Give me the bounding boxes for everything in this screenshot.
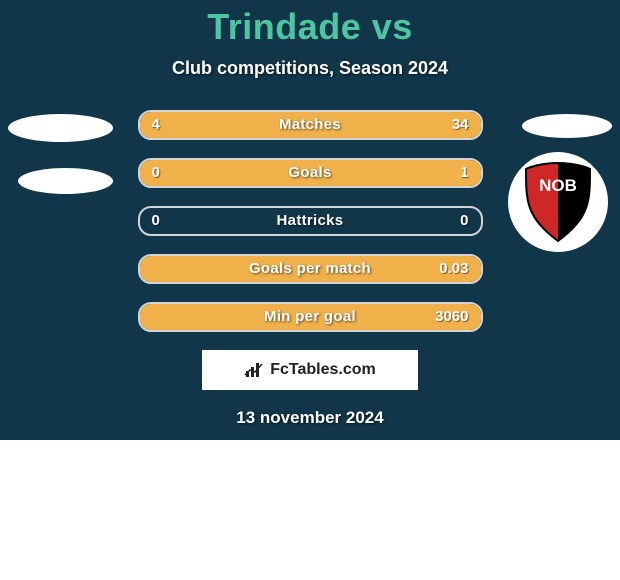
page-title: Trindade vs	[0, 0, 620, 48]
stat-label: Min per goal	[140, 304, 481, 330]
stats-container: 434Matches 01Goals 00Hattricks 0.03Goals pe…	[0, 110, 620, 428]
comparison-panel: Trindade vs Club competitions, Season 20…	[0, 0, 620, 440]
stat-label: Goals	[140, 160, 481, 186]
stat-row: 3060Min per goal	[138, 302, 483, 332]
page-subtitle: Club competitions, Season 2024	[0, 58, 620, 79]
bar-chart-icon	[244, 361, 266, 379]
stat-label: Goals per match	[140, 256, 481, 282]
stat-label: Matches	[140, 112, 481, 138]
stat-label: Hattricks	[140, 208, 481, 234]
stat-row: 01Goals	[138, 158, 483, 188]
stat-row: 0.03Goals per match	[138, 254, 483, 284]
date-text: 13 november 2024	[0, 408, 620, 428]
watermark: FcTables.com	[202, 350, 418, 390]
stat-row: 434Matches	[138, 110, 483, 140]
stats-rows: 434Matches 01Goals 00Hattricks 0.03Goals pe…	[138, 110, 483, 332]
stat-row: 00Hattricks	[138, 206, 483, 236]
watermark-text: FcTables.com	[270, 361, 376, 379]
